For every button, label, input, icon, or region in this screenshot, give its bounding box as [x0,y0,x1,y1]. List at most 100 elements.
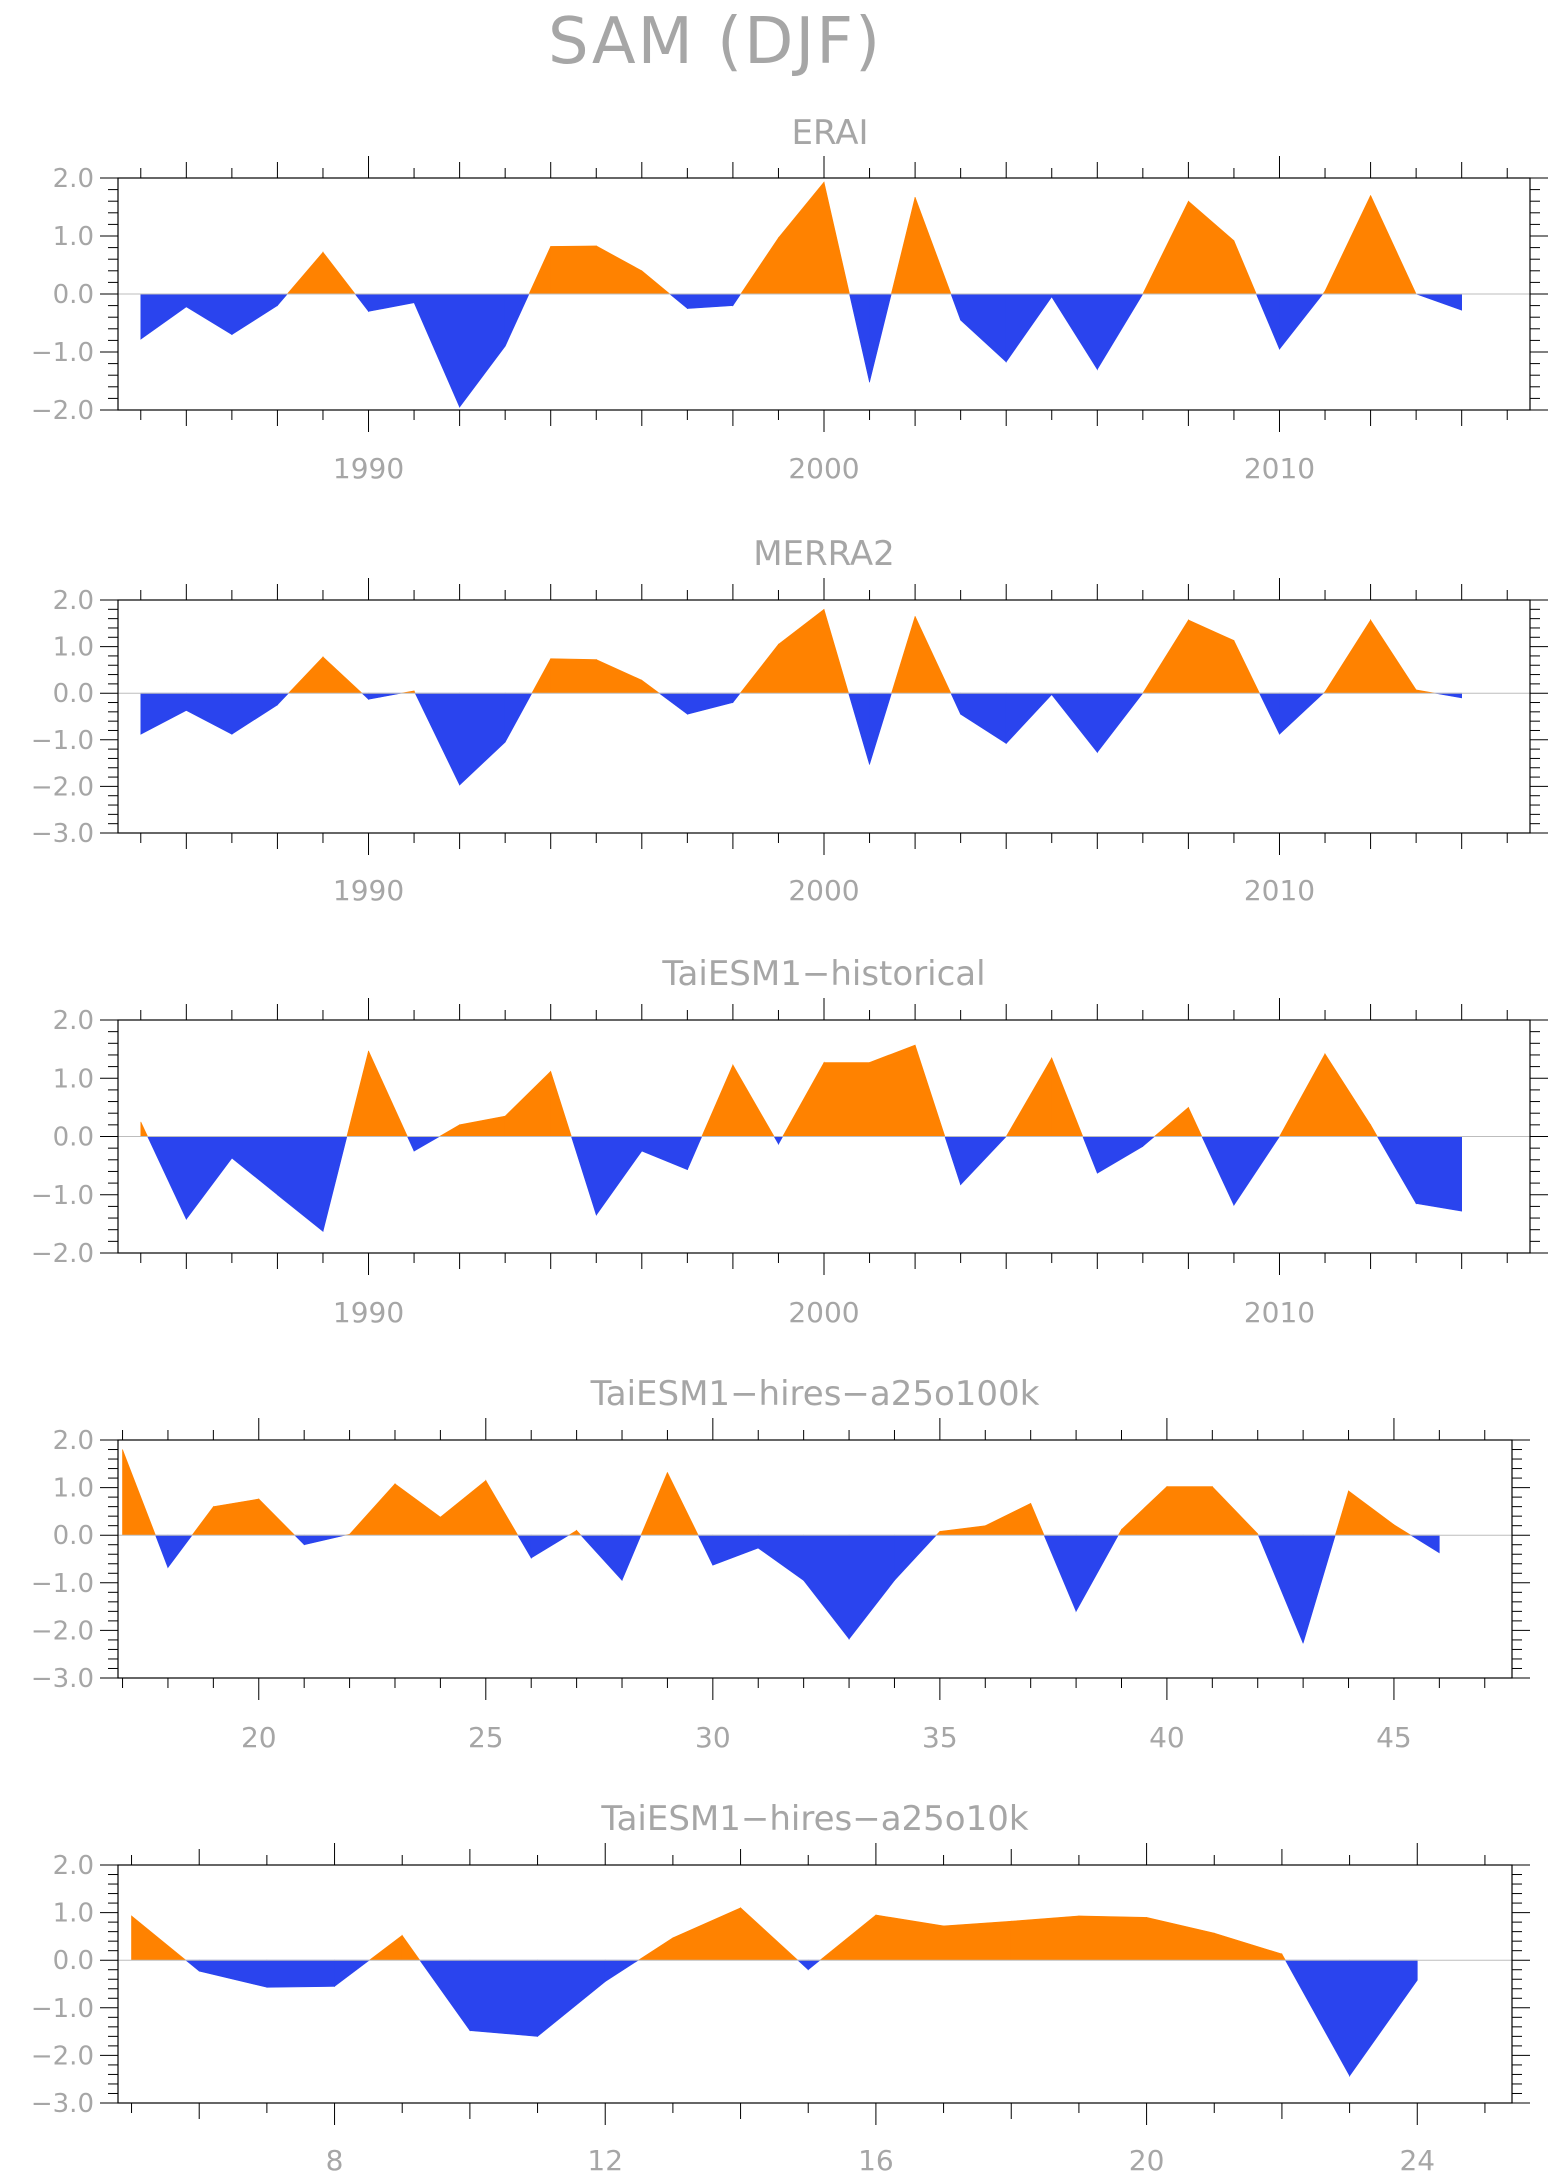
positive-area-segment [440,1479,487,1536]
panel-2: 2.0 1.0 0.0 −1.0 −2.0 −3.0 1990 2000 2010 MERRA2 [31,534,1548,907]
y-tick-label: −2.0 [31,772,94,802]
negative-area-segment [167,1534,193,1569]
negative-area-segment [1434,692,1462,699]
negative-area-segment [354,293,369,313]
positive-area-segment [1188,200,1235,295]
x-tick-label: 20 [1129,2144,1165,2172]
positive-area-segment [1370,195,1417,295]
positive-area-segment [131,1915,187,1961]
plot-frame [117,1864,1513,2104]
y-tick-label: −3.0 [31,2089,94,2119]
panel-3: 2.0 1.0 0.0 −1.0 −2.0 1990 2000 2010 TaiESM1−his… [31,954,1548,1329]
negative-area-segment [517,1534,532,1560]
negative-area-segment [773,1136,779,1146]
positive-area-segment [1214,1932,1283,1961]
positive-area-segment [1393,1524,1412,1536]
x-tick-label: 30 [695,1721,731,1754]
negative-area-segment [641,1136,688,1171]
negative-area-segment [950,293,961,321]
positive-area-segment [504,1070,552,1137]
positive-area-segment [939,1525,986,1536]
positive-area-segment [740,236,779,295]
negative-area-segment [406,1136,415,1152]
negative-area-segment [1409,1534,1440,1554]
x-tick-label: 1990 [333,452,404,485]
negative-area-segment [186,1136,233,1221]
negative-area-segment [266,1959,335,1988]
positive-area-segment [1281,1952,1286,1961]
negative-area-segment [668,293,688,310]
negative-area-segment [504,692,533,743]
negative-area-segment [807,1959,821,1971]
negative-area-segment [186,692,233,735]
negative-area-segment [1051,692,1098,754]
panel-1: 2.0 1.0 0.0 −1.0 −2.0 1990 2000 2010 ERAI [31,113,1548,485]
negative-area-segment [757,1534,804,1581]
negative-area-segment [732,293,742,307]
positive-area-segment [641,679,661,694]
negative-area-segment [658,692,688,715]
negative-area-segment [944,1136,961,1185]
negative-area-segment [712,1534,759,1566]
y-tick-label: 2.0 [53,1006,94,1036]
panel-title: TaiESM1−historical [661,954,985,994]
negative-area-segment [1415,293,1462,311]
positive-area-segment [672,1907,741,1961]
positive-area-segment [1010,1915,1080,1961]
x-tick-label: 35 [922,1721,958,1754]
positive-area-segment [823,182,850,295]
positive-area-segment [1233,640,1260,694]
positive-area-segment [1030,1503,1045,1536]
negative-area-segment [621,1534,642,1581]
y-tick-label: 2.0 [53,164,94,194]
x-tick-label: 2010 [1244,874,1315,907]
x-tick-label: 2010 [1244,452,1315,485]
positive-area-segment [258,1498,296,1536]
y-tick-label: −1.0 [31,1181,94,1211]
positive-area-segment [1324,195,1371,295]
positive-area-segment [550,245,597,295]
negative-area-segment [960,692,1007,745]
positive-area-segment [823,609,850,694]
negative-area-segment [361,692,369,700]
y-tick-label: −3.0 [31,819,94,849]
x-tick-label: 20 [241,1721,277,1754]
positive-area-segment [1348,1490,1395,1536]
positive-area-segment [550,1071,572,1137]
negative-area-segment [797,1959,809,1971]
negative-area-segment [687,692,734,715]
x-tick-label: 2000 [788,874,859,907]
x-tick-label: 25 [468,1721,504,1754]
positive-area-segment [1146,1917,1215,1961]
y-tick-label: 0.0 [53,679,94,709]
positive-area-segment [641,270,671,295]
positive-area-segment [943,1920,1012,1961]
positive-area-segment [528,246,552,295]
positive-area-segment [914,196,952,295]
negative-area-segment [848,1534,895,1640]
negative-area-segment [604,1959,640,1983]
negative-area-segment [1415,1136,1462,1212]
negative-area-segment [231,293,278,336]
y-tick-label: −3.0 [31,1664,94,1694]
y-tick-label: 1.0 [53,633,94,663]
plot-frame [117,1439,1513,1679]
y-tick-label: −2.0 [31,396,94,426]
negative-area-segment [469,1959,538,2037]
x-tick-label: 2010 [1244,1296,1315,1329]
negative-area-segment [849,293,870,383]
negative-area-segment [413,1136,441,1152]
negative-area-segment [1376,1136,1417,1205]
positive-area-segment [1166,1486,1213,1536]
negative-area-segment [1233,1136,1281,1207]
negative-area-segment [277,293,288,307]
y-tick-label: 1.0 [53,1474,94,1504]
positive-area-segment [287,656,324,694]
negative-area-segment [732,692,741,704]
negative-area-segment [595,1136,643,1217]
negative-area-segment [231,692,278,735]
negative-area-segment [1279,293,1324,350]
negative-area-segment [869,293,892,383]
positive-area-segment [914,616,952,694]
